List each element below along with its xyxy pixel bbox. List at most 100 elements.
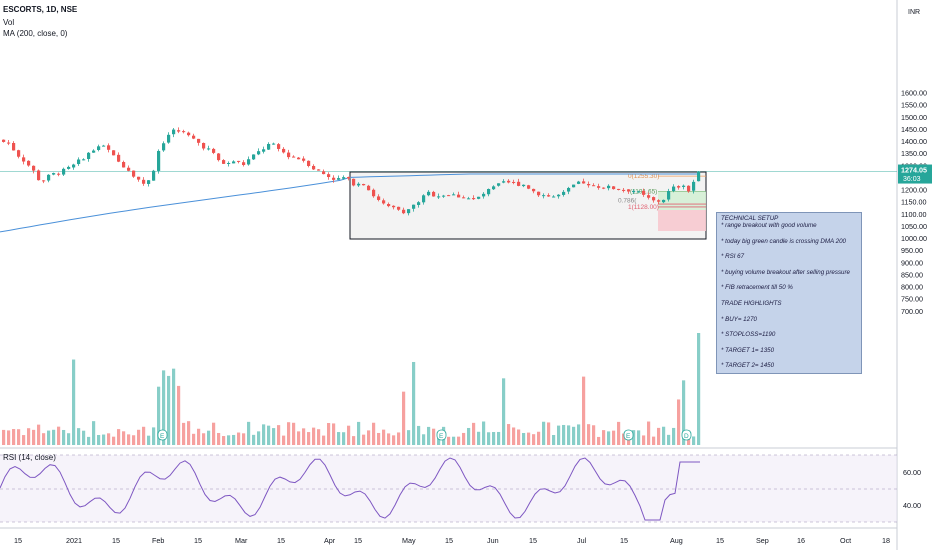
volume-bar [347, 425, 351, 445]
volume-bar [297, 431, 301, 445]
price-axis-label: 850.00 [901, 270, 923, 279]
candle-body [182, 131, 186, 133]
volume-bar [467, 427, 471, 445]
fib-label: 1(1128.00) [628, 204, 659, 211]
volume-bar [322, 435, 326, 445]
note-line: * RSI 67 [721, 253, 745, 261]
candle-body [312, 165, 316, 170]
note-line: * today big green candle is crossing DMA… [721, 237, 846, 245]
candle-body [37, 170, 41, 181]
price-axis-label: 1000.00 [901, 234, 927, 243]
earnings-marker [623, 429, 634, 441]
volume-bar [602, 430, 606, 445]
candle-body [337, 178, 341, 180]
candle-body [617, 188, 621, 190]
candle-body [207, 148, 211, 150]
volume-bar [57, 426, 61, 445]
volume-indicator-label[interactable]: Vol [3, 18, 15, 27]
volume-bar [597, 436, 601, 445]
volume-bar [527, 432, 531, 445]
candle-body [652, 197, 656, 201]
note-line: TECHNICAL SETUP [721, 215, 779, 222]
volume-bar [507, 424, 511, 445]
time-axis-label: Jun [487, 536, 499, 545]
volume-bar [402, 391, 406, 445]
candle-body [562, 191, 566, 195]
candle-body [197, 138, 201, 143]
candle-body [237, 160, 241, 162]
candle-body [77, 159, 81, 165]
volume-bar [232, 434, 236, 445]
candle-body [332, 177, 336, 180]
candle-body [327, 174, 331, 178]
candle-body [47, 174, 51, 181]
candle-body [657, 200, 661, 202]
candle-body [432, 191, 436, 197]
volume-bar [152, 427, 156, 445]
volume-bar [52, 429, 56, 445]
candle-body [27, 160, 31, 166]
price-axis-label: 1600.00 [901, 89, 927, 98]
candle-body [57, 173, 61, 175]
moving-average-label[interactable]: MA (200, close, 0) [3, 29, 68, 38]
candle-body [92, 150, 96, 153]
technical-setup-note[interactable]: TECHNICAL SETUP * range breakout with go… [716, 212, 862, 374]
note-line: * TARGET 1= 1350 [721, 346, 775, 354]
volume-bar [397, 432, 401, 445]
volume-bar [492, 432, 496, 445]
volume-bar [647, 421, 651, 445]
volume-bar [632, 430, 636, 445]
event-marker-label: E [439, 433, 444, 440]
price-axis-label: 1050.00 [901, 222, 927, 231]
volume-bar [87, 436, 91, 445]
candle-body [97, 146, 101, 151]
volume-bar [157, 386, 161, 445]
rsi-indicator-label[interactable]: RSI (14, close) [3, 453, 56, 462]
volume-bar [47, 430, 51, 445]
volume-bar [352, 436, 356, 445]
candle-body [62, 168, 66, 175]
earnings-marker [157, 429, 168, 441]
candle-body [342, 177, 346, 179]
event-marker-label: D [684, 433, 689, 440]
volume-bar [657, 427, 661, 445]
time-axis-label: 15 [620, 536, 628, 545]
volume-bar [582, 376, 586, 445]
candle-body [542, 195, 546, 197]
candle-body [382, 200, 386, 204]
volume-bar [667, 434, 671, 445]
candle-body [12, 142, 16, 151]
candle-body [492, 186, 496, 190]
volume-bar [562, 424, 566, 445]
candle-body [662, 199, 666, 203]
note-line: * FIB retracement till 50 % [721, 284, 793, 292]
volume-bar [677, 399, 681, 445]
candle-body [602, 187, 606, 189]
volume-bar [542, 421, 546, 445]
volume-bar [12, 429, 16, 445]
volume-bar [502, 378, 506, 445]
symbol-title[interactable]: ESCORTS, 1D, NSE [3, 5, 78, 14]
candle-body [397, 206, 401, 210]
price-axis-label: 1400.00 [901, 137, 927, 146]
volume-bar [432, 428, 436, 445]
candle-body [532, 188, 536, 192]
candle-body [407, 209, 411, 214]
candle-body [17, 150, 21, 157]
time-axis-label: Aug [670, 536, 683, 545]
volume-bar [422, 434, 426, 445]
volume-bar [332, 423, 336, 445]
price-axis-label: 750.00 [901, 295, 923, 304]
candle-body [442, 195, 446, 197]
volume-bar [7, 430, 11, 445]
volume-bar [132, 435, 136, 445]
volume-bar [362, 434, 366, 445]
candle-body [227, 162, 231, 164]
note-line: * range breakout with good volume [721, 222, 817, 229]
candle-body [547, 195, 551, 197]
price-axis-label: 1500.00 [901, 113, 927, 122]
candle-body [627, 189, 631, 192]
volume-bar [612, 430, 616, 445]
volume-bar [27, 428, 31, 445]
